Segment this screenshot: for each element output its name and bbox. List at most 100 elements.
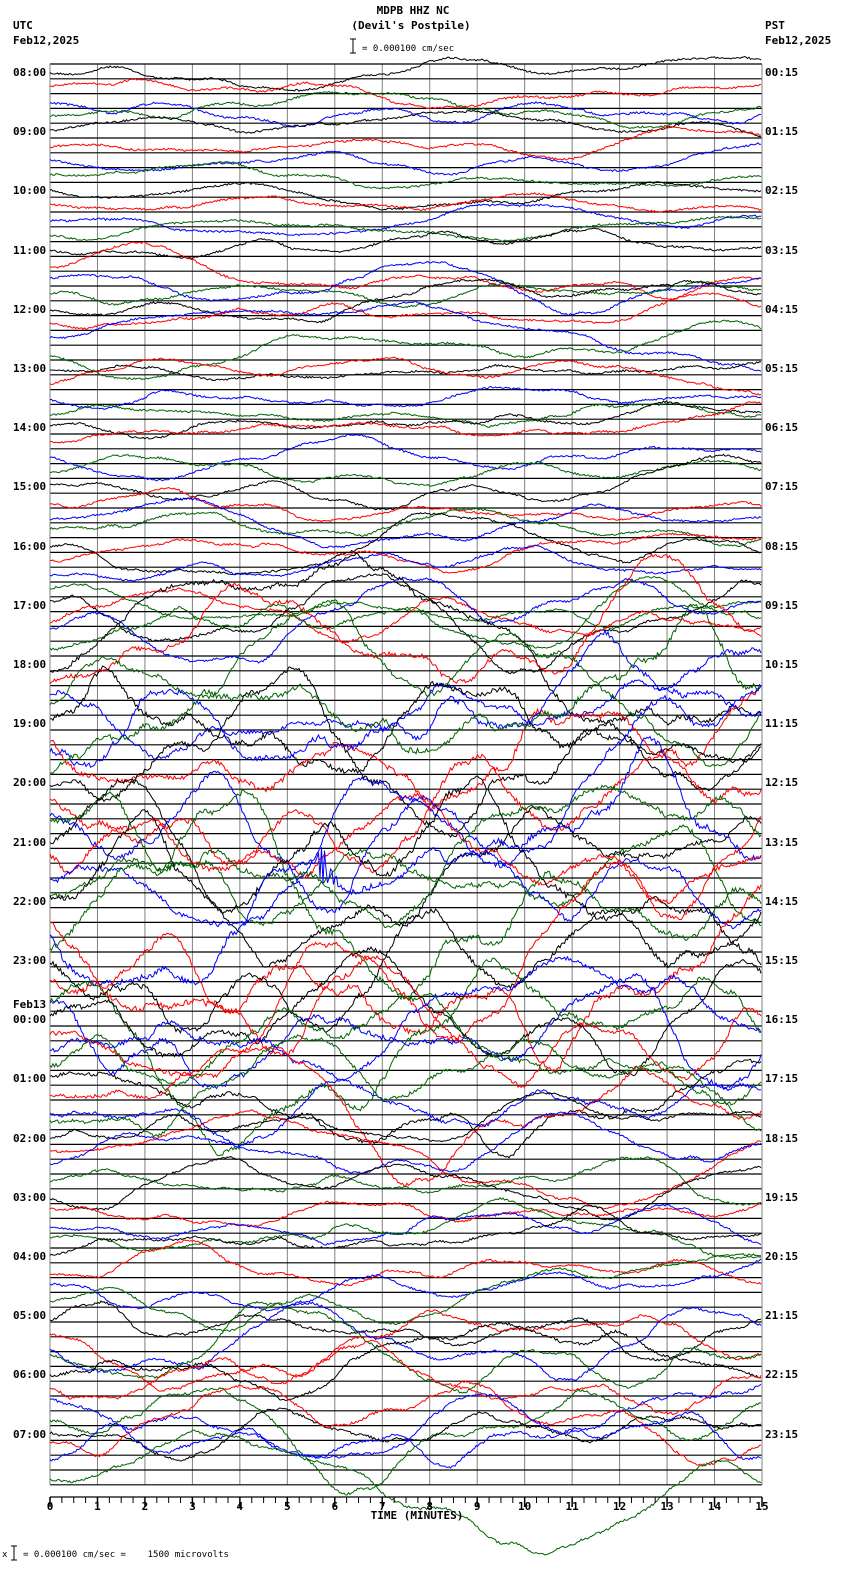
utc-hour-label: 09:00	[13, 125, 47, 139]
pst-hour-label: 11:15	[765, 717, 799, 731]
seismic-trace	[49, 385, 762, 410]
utc-hour-label: 11:00	[13, 243, 47, 257]
scale-text: = 0.000100 cm/sec	[362, 44, 455, 54]
seismic-trace	[49, 512, 762, 576]
pst-hour-label: 21:15	[765, 1309, 799, 1323]
seismic-trace	[49, 292, 762, 331]
pst-hour-label: 19:15	[765, 1190, 799, 1204]
seismic-trace	[49, 401, 762, 444]
scale-bar-icon	[350, 38, 356, 54]
seismic-trace	[49, 507, 762, 547]
scale-bar-footer-icon	[11, 1545, 17, 1561]
x-tick-label: 15	[755, 1500, 769, 1513]
x-tick-label: 8	[426, 1500, 434, 1513]
left-date: Feb12,2025	[13, 34, 80, 47]
utc-hour-label: 20:00	[13, 776, 47, 790]
seismic-trace	[49, 1058, 762, 1159]
seismic-trace	[49, 278, 762, 324]
seismic-trace	[49, 576, 762, 651]
x-tick-label: 6	[331, 1500, 339, 1513]
seismic-trace	[49, 215, 762, 242]
utc-hour-label: 01:00	[13, 1072, 47, 1086]
seismic-trace	[49, 100, 761, 128]
utc-hour-label: 19:00	[13, 717, 47, 731]
pst-hour-label: 05:15	[765, 362, 799, 375]
seismic-trace	[50, 402, 762, 428]
pst-hour-label: 15:15	[765, 954, 799, 967]
utc-hour-label: 15:00	[13, 480, 47, 494]
seismic-trace	[49, 1339, 762, 1416]
utc-hour-label: 13:00	[13, 362, 47, 375]
date-change-label: Feb13	[13, 998, 47, 1012]
seismic-trace	[49, 227, 762, 259]
seismic-trace	[49, 1034, 762, 1138]
seismic-trace	[49, 628, 762, 769]
x-tick-label: 0	[46, 1500, 54, 1513]
seismic-trace	[49, 1156, 762, 1206]
seismic-trace	[49, 1393, 762, 1462]
utc-hour-label: 22:00	[13, 894, 47, 908]
seismic-trace	[49, 486, 762, 523]
seismic-trace	[49, 181, 762, 211]
seismic-trace	[49, 778, 762, 968]
seismic-trace	[49, 126, 762, 161]
seismic-trace	[49, 1321, 762, 1402]
pst-hour-label: 14:15	[765, 894, 799, 908]
left-timezone: UTC	[13, 19, 33, 32]
seismic-trace	[49, 497, 762, 549]
seismic-trace	[49, 576, 762, 664]
seismic-trace	[49, 1203, 762, 1246]
seismic-trace	[49, 884, 762, 1074]
pst-hour-label: 09:15	[765, 598, 799, 612]
seismic-trace	[49, 603, 762, 775]
seismic-trace	[49, 453, 762, 511]
utc-hour-label: 00:00	[13, 1013, 47, 1027]
utc-hour-label: 06:00	[13, 1368, 47, 1382]
utc-hour-label: 23:00	[13, 954, 47, 967]
seismic-trace	[49, 776, 762, 930]
seismic-trace	[49, 544, 762, 582]
pst-hour-label: 12:15	[765, 776, 799, 790]
seismic-trace	[49, 1092, 762, 1143]
seismic-trace	[49, 1407, 762, 1462]
x-tick-label: 4	[236, 1500, 244, 1513]
utc-hour-label: 08:00	[13, 66, 47, 79]
seismic-trace	[49, 993, 762, 1106]
pst-hour-label: 23:15	[765, 1427, 799, 1441]
seismic-trace	[49, 792, 762, 921]
seismic-trace	[49, 160, 762, 190]
seismic-trace	[49, 573, 762, 675]
x-tick-label: 2	[141, 1500, 149, 1513]
seismic-trace	[49, 300, 762, 372]
utc-hour-label: 07:00	[13, 1427, 47, 1441]
seismic-trace	[49, 192, 762, 213]
seismic-trace	[49, 735, 762, 987]
seismic-trace	[49, 784, 762, 929]
seismic-trace	[49, 1300, 762, 1362]
seismic-trace	[49, 110, 762, 138]
scale-note-prefix: x	[2, 1550, 8, 1560]
pst-hour-label: 03:15	[765, 243, 799, 257]
pst-hour-label: 04:15	[765, 302, 799, 316]
seismic-trace	[49, 955, 762, 1082]
seismic-trace	[49, 1239, 762, 1287]
seismic-trace	[49, 1300, 762, 1394]
seismic-trace	[49, 587, 762, 644]
utc-hour-label: 21:00	[13, 835, 47, 849]
pst-hour-label: 16:15	[765, 1013, 799, 1027]
seismic-trace	[49, 791, 762, 927]
seismic-trace	[49, 1109, 762, 1210]
seismic-trace	[49, 55, 762, 92]
utc-hour-label: 03:00	[13, 1190, 47, 1204]
seismic-trace	[49, 1046, 762, 1187]
seismic-trace	[49, 552, 762, 792]
seismic-trace	[49, 356, 762, 396]
seismic-trace	[49, 1200, 762, 1227]
utc-hour-label: 16:00	[13, 539, 47, 553]
seismic-trace	[49, 1380, 762, 1467]
pst-hour-label: 00:15	[765, 66, 799, 79]
seismic-trace	[49, 203, 762, 237]
x-tick-label: 10	[518, 1500, 532, 1513]
pst-hour-label: 08:15	[765, 539, 799, 553]
seismic-trace	[49, 553, 762, 684]
